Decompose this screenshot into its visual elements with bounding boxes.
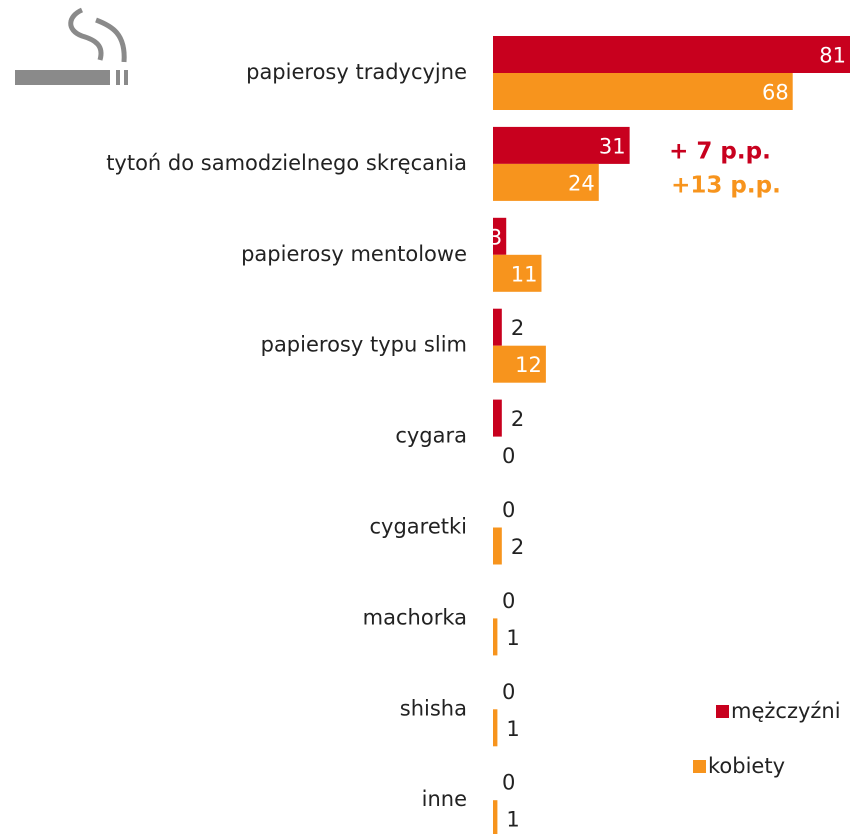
category-label: papierosy mentolowe [241,242,467,266]
value-label: 0 [502,498,515,522]
value-label: 1 [506,717,519,741]
value-label: 2 [511,535,524,559]
bar [493,618,498,656]
bar [493,126,630,164]
value-label: 0 [502,771,515,795]
bar [493,73,793,110]
value-label: 81 [819,44,846,68]
bar [493,254,542,292]
category-label: cygara [395,424,467,448]
value-label: 68 [762,81,789,105]
value-label: 0 [502,444,515,468]
value-label: 31 [599,134,626,158]
bar [493,800,498,834]
bar [493,527,502,565]
value-label: 0 [502,589,515,613]
value-label: 11 [511,262,538,286]
category-label: shisha [400,696,467,720]
bar [493,345,546,383]
category-label: cygaretki [370,515,468,539]
category-label: tytoń do samodzielnego skręcania [106,151,467,175]
bar [493,709,498,747]
value-label: 0 [502,680,515,704]
category-label: papierosy typu slim [261,333,467,357]
value-label: 2 [511,407,524,431]
value-label: 2 [511,316,524,340]
cigarette-icon [15,7,128,85]
value-label: 3 [489,225,502,249]
legend-label: mężczyźni [731,699,841,723]
value-label: 24 [568,171,595,195]
legend-swatch [693,760,706,773]
category-label: papierosy tradycyjne [246,60,467,84]
value-label: 1 [506,808,519,832]
bar [493,399,502,437]
bar [493,36,850,73]
bar [493,163,599,201]
value-label: 12 [515,353,542,377]
value-label: 1 [506,626,519,650]
legend-swatch [716,705,729,718]
annotation: +13 p.p. [671,173,781,199]
annotation: + 7 p.p. [669,139,771,165]
bar [493,308,502,346]
legend-label: kobiety [708,754,785,778]
bar [493,217,507,255]
category-label: machorka [363,605,467,629]
category-label: inne [422,787,467,811]
